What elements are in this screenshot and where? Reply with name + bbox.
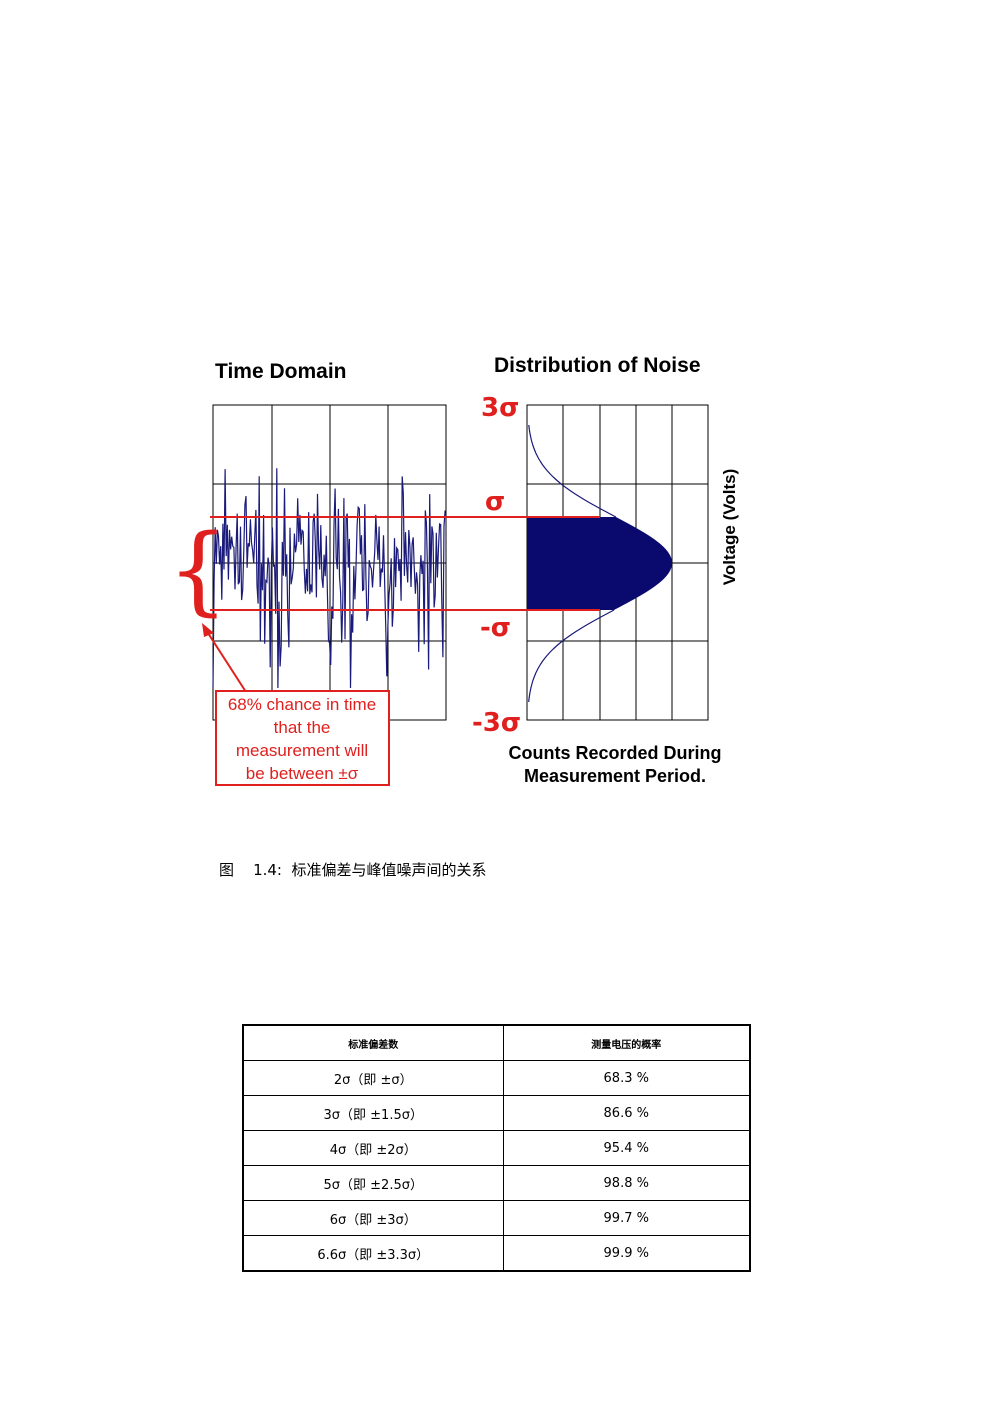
callout-line-2: that the bbox=[274, 718, 331, 737]
header-sigma-count: 标准偏差数 bbox=[242, 1024, 504, 1061]
table-header-row: 标准偏差数 测量电压的概率 bbox=[242, 1024, 751, 1061]
gaussian-fill-region bbox=[527, 517, 672, 610]
table-row: 3σ（即 ±1.5σ） 86.6 % bbox=[242, 1095, 751, 1131]
plus-sigma-label: σ bbox=[485, 487, 505, 517]
sigma-cell: 6σ（即 ±3σ） bbox=[242, 1200, 504, 1236]
callout-line-1: 68% chance in time bbox=[228, 695, 376, 714]
minus-sigma-label: -σ bbox=[480, 613, 511, 643]
brace-icon: { bbox=[167, 514, 228, 626]
callout-box bbox=[215, 690, 390, 786]
callout-line-3: measurement will bbox=[236, 741, 368, 760]
sigma-cell: 3σ（即 ±1.5σ） bbox=[242, 1095, 504, 1131]
table-row: 2σ（即 ±σ） 68.3 % bbox=[242, 1060, 751, 1096]
probability-table: 标准偏差数 测量电压的概率 2σ（即 ±σ） 68.3 % 3σ（即 ±1.5σ… bbox=[242, 1024, 751, 1272]
probability-cell: 95.4 % bbox=[502, 1130, 751, 1166]
voltage-axis-label: Voltage (Volts) bbox=[720, 469, 739, 586]
gaussian-tail-bottom bbox=[528, 609, 615, 703]
plus-3sigma-label: 3σ bbox=[481, 393, 519, 423]
callout-line-4: be between ±σ bbox=[246, 764, 359, 783]
sigma-cell: 2σ（即 ±σ） bbox=[242, 1060, 504, 1096]
probability-cell: 68.3 % bbox=[502, 1060, 751, 1096]
time-domain-title: Time Domain bbox=[215, 360, 346, 383]
figure-caption: 图 1.4: 标准偏差与峰值噪声间的关系 bbox=[219, 861, 487, 879]
table-row: 5σ（即 ±2.5σ） 98.8 % bbox=[242, 1165, 751, 1201]
sigma-cell: 5σ（即 ±2.5σ） bbox=[242, 1165, 504, 1201]
noise-trace bbox=[212, 468, 446, 689]
callout-arrowhead-icon bbox=[202, 623, 214, 637]
probability-cell: 99.9 % bbox=[502, 1235, 751, 1272]
gaussian-tail-top bbox=[528, 424, 617, 518]
noise-figure: Time Domain Distribution of Noise bbox=[167, 354, 739, 786]
minus-3sigma-label: -3σ bbox=[472, 708, 521, 738]
probability-cell: 99.7 % bbox=[502, 1200, 751, 1236]
noise-figure-svg: Time Domain Distribution of Noise bbox=[167, 354, 739, 786]
table-row: 6.6σ（即 ±3.3σ） 99.9 % bbox=[242, 1235, 751, 1272]
probability-cell: 86.6 % bbox=[502, 1095, 751, 1131]
distribution-title: Distribution of Noise bbox=[494, 354, 701, 377]
table-row: 6σ（即 ±3σ） 99.7 % bbox=[242, 1200, 751, 1236]
callout-arrow-line bbox=[205, 629, 247, 693]
sigma-cell: 6.6σ（即 ±3.3σ） bbox=[242, 1235, 504, 1272]
header-probability: 测量电压的概率 bbox=[502, 1024, 751, 1061]
counts-label-line1: Counts Recorded During bbox=[508, 743, 721, 763]
sigma-cell: 4σ（即 ±2σ） bbox=[242, 1130, 504, 1166]
probability-cell: 98.8 % bbox=[502, 1165, 751, 1201]
counts-label-line2: Measurement Period. bbox=[524, 766, 706, 786]
table-row: 4σ（即 ±2σ） 95.4 % bbox=[242, 1130, 751, 1166]
